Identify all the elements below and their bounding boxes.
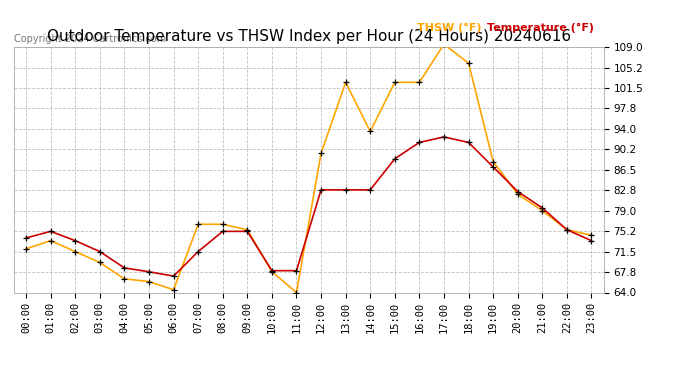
THSW (°F) [243,228,251,232]
Temperature (°F) [415,140,424,145]
Temperature (°F) [219,229,227,234]
Temperature (°F) [71,238,79,243]
THSW (°F) [96,260,104,265]
THSW (°F) [219,222,227,226]
Temperature (°F) [46,229,55,234]
THSW (°F) [513,192,522,196]
THSW (°F) [587,233,595,237]
THSW (°F) [538,209,546,213]
Temperature (°F) [268,268,276,273]
Line: Temperature (°F): Temperature (°F) [23,134,595,280]
THSW (°F) [464,61,473,66]
Temperature (°F) [120,266,128,270]
THSW (°F) [293,290,301,295]
Temperature (°F) [587,238,595,243]
Temperature (°F) [243,229,251,234]
THSW (°F) [317,151,325,156]
THSW (°F) [440,42,448,46]
Temperature (°F) [342,188,350,192]
Title: Outdoor Temperature vs THSW Index per Hour (24 Hours) 20240616: Outdoor Temperature vs THSW Index per Ho… [47,29,571,44]
Temperature (°F) [489,165,497,169]
Temperature (°F) [440,135,448,139]
THSW (°F) [268,270,276,274]
Legend: THSW (°F), Temperature (°F): THSW (°F), Temperature (°F) [410,18,598,37]
THSW (°F) [366,129,375,134]
Text: Copyright 2024 Cartronics.com: Copyright 2024 Cartronics.com [14,34,166,44]
Line: THSW (°F): THSW (°F) [23,40,595,296]
THSW (°F) [489,159,497,164]
Temperature (°F) [366,188,375,192]
Temperature (°F) [22,236,30,240]
THSW (°F) [22,247,30,251]
THSW (°F) [342,80,350,85]
THSW (°F) [194,222,202,226]
THSW (°F) [415,80,424,85]
Temperature (°F) [538,206,546,210]
Temperature (°F) [96,249,104,254]
THSW (°F) [145,279,153,284]
THSW (°F) [170,288,178,292]
THSW (°F) [120,277,128,281]
THSW (°F) [391,80,399,85]
Temperature (°F) [317,188,325,192]
Temperature (°F) [513,189,522,194]
Temperature (°F) [293,268,301,273]
Temperature (°F) [563,228,571,232]
Temperature (°F) [145,270,153,274]
THSW (°F) [563,228,571,232]
Temperature (°F) [170,274,178,278]
Temperature (°F) [194,249,202,254]
Temperature (°F) [464,140,473,145]
THSW (°F) [46,238,55,243]
Temperature (°F) [391,156,399,161]
THSW (°F) [71,249,79,254]
